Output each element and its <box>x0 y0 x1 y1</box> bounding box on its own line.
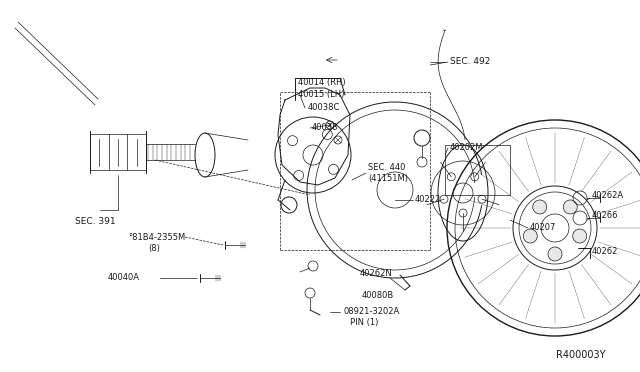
Text: 40014 (RH): 40014 (RH) <box>298 78 346 87</box>
Text: SEC. 492: SEC. 492 <box>450 58 490 67</box>
Circle shape <box>524 229 537 243</box>
Text: 40266: 40266 <box>592 211 618 219</box>
Text: 40015 (LH): 40015 (LH) <box>298 90 344 99</box>
Circle shape <box>548 247 562 261</box>
Text: 40038: 40038 <box>312 124 339 132</box>
Text: 40202M: 40202M <box>450 144 483 153</box>
Circle shape <box>573 229 587 243</box>
Text: PIN (1): PIN (1) <box>350 318 378 327</box>
Text: SEC. 391: SEC. 391 <box>75 218 116 227</box>
Text: 40207: 40207 <box>530 224 556 232</box>
Circle shape <box>563 200 577 214</box>
Circle shape <box>532 200 547 214</box>
Text: 40080B: 40080B <box>362 291 394 299</box>
Text: 40040A: 40040A <box>108 273 140 282</box>
Text: R400003Y: R400003Y <box>556 350 605 360</box>
Text: SEC. 440: SEC. 440 <box>368 164 405 173</box>
Text: °81B4-2355M: °81B4-2355M <box>128 232 185 241</box>
Text: 40262: 40262 <box>592 247 618 257</box>
Text: 08921-3202A: 08921-3202A <box>343 308 399 317</box>
Text: 40222: 40222 <box>415 196 441 205</box>
Text: 40262N: 40262N <box>360 269 393 279</box>
Text: 40038C: 40038C <box>308 103 340 112</box>
Text: (41151M): (41151M) <box>368 173 408 183</box>
Text: 40262A: 40262A <box>592 190 624 199</box>
Text: (8): (8) <box>148 244 160 253</box>
